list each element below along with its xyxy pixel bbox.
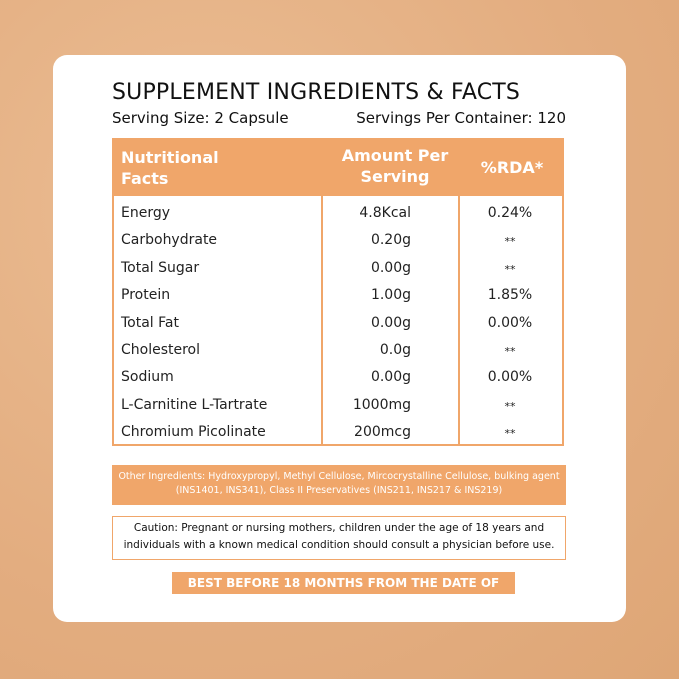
amount: 0.20g (370, 232, 411, 249)
rda: ** (504, 345, 516, 358)
rda: 1.85% (487, 287, 533, 304)
best-before: BEST BEFORE 18 MONTHS FROM THE DATE OF M… (172, 572, 515, 612)
column-header: Nutritional Facts (121, 148, 219, 188)
nutrient-name: Chromium Picolinate (121, 424, 266, 441)
column-header: %RDA* (480, 158, 544, 177)
amount: 0.00g (370, 369, 411, 386)
title: SUPPLEMENT INGREDIENTS & FACTS (112, 80, 521, 105)
nutrient-name: Total Fat (121, 314, 179, 331)
rda: ** (504, 262, 516, 276)
nutrient-name: Energy (121, 205, 171, 221)
amount: 1000mg (352, 396, 411, 413)
rda: ** (504, 427, 516, 441)
amount: 0.00g (370, 314, 411, 331)
nutrient-name: Cholesterol (121, 342, 201, 358)
amount: 4.8Kcal (359, 205, 411, 221)
amount: 200mcg (354, 424, 411, 441)
column-divider (321, 196, 323, 446)
rda: ** (504, 399, 516, 413)
amount: 0.00g (370, 259, 411, 276)
nutrient-name: Sodium (121, 369, 174, 386)
table-header (112, 138, 564, 196)
other-ingredients: Other Ingredients: Hydroxypropyl, Methyl… (112, 465, 566, 505)
column-divider (458, 196, 460, 446)
serving-size: Serving Size: 2 Capsule (112, 109, 289, 127)
rda: 0.00% (487, 314, 533, 331)
rda: 0.00% (487, 369, 533, 386)
rda: ** (504, 235, 516, 249)
nutrient-name: L-Carnitine L-Tartrate (121, 396, 268, 413)
rda: 0.24% (487, 205, 533, 221)
nutrient-name: Protein (121, 287, 171, 304)
amount: 1.00g (370, 287, 411, 304)
nutrient-name: Total Sugar (121, 259, 200, 276)
nutrient-name: Carbohydrate (121, 232, 218, 249)
column-header: Amount Per Serving (341, 146, 449, 186)
servings-per-container: Servings Per Container: 120 (356, 109, 566, 127)
amount: 0.0g (379, 342, 411, 358)
caution: Caution: Pregnant or nursing mothers, ch… (112, 516, 566, 560)
